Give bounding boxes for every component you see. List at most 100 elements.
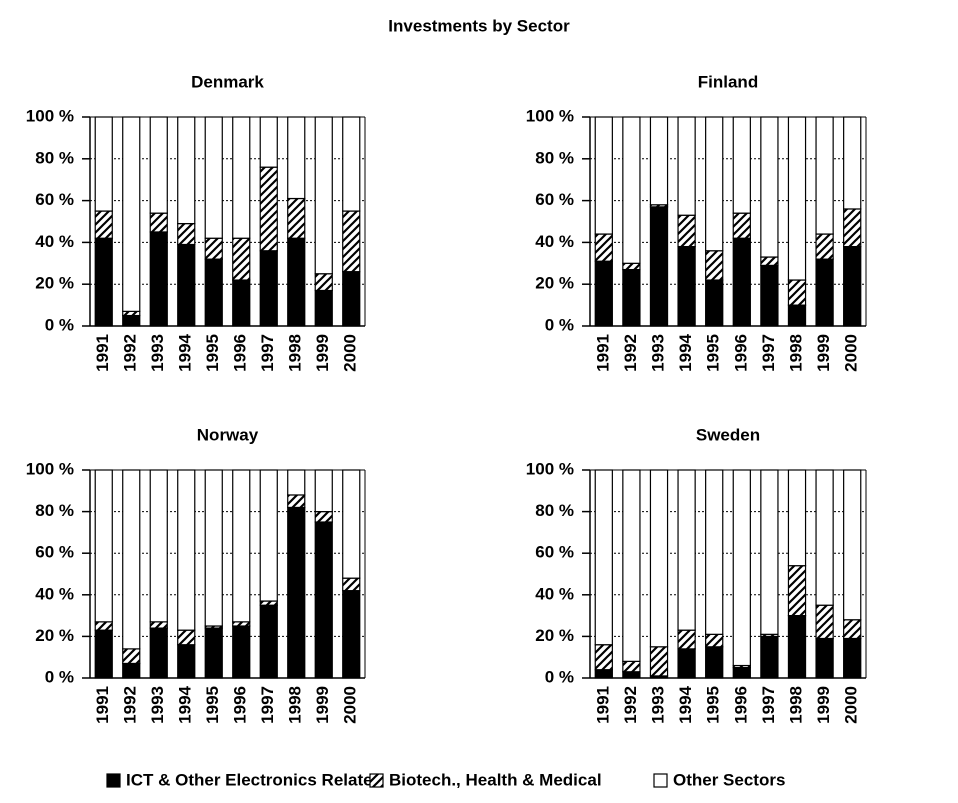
bar-segment [677, 648, 696, 679]
bar-segment [287, 237, 306, 327]
bar-segment [94, 629, 113, 679]
bar-segment [122, 662, 141, 679]
y-tick-label: 0 % [45, 315, 74, 334]
bar-segment [815, 604, 834, 640]
bar-segment [342, 590, 361, 679]
y-tick-label: 80 % [35, 148, 74, 167]
bar-segment [314, 511, 333, 523]
legend-label: Other Sectors [673, 770, 785, 789]
bar-segment [177, 116, 196, 225]
bar-segment [259, 604, 278, 679]
x-tick-label: 1991 [593, 686, 612, 724]
bar-segment [705, 646, 724, 679]
y-tick-label: 40 % [535, 584, 574, 603]
y-tick-label: 100 % [26, 459, 74, 478]
y-tick-label: 20 % [535, 274, 574, 293]
bar-segment [649, 206, 669, 327]
bar-segment [594, 469, 613, 646]
subplot-title: Finland [698, 72, 758, 91]
y-tick-label: 0 % [545, 667, 574, 686]
bar-segment [232, 469, 251, 623]
bar-segment [843, 637, 862, 679]
x-tick-label: 1993 [648, 334, 667, 372]
bar-segment [342, 469, 361, 579]
bar-segment [314, 289, 333, 327]
x-tick-label: 1998 [286, 686, 305, 724]
x-tick-label: 1992 [121, 686, 140, 724]
y-tick-label: 0 % [545, 315, 574, 334]
bar-segment [259, 250, 278, 327]
y-tick-label: 80 % [535, 148, 574, 167]
bar-segment [594, 116, 613, 235]
x-tick-label: 2000 [842, 334, 861, 372]
x-tick-label: 2000 [842, 686, 861, 724]
x-tick-label: 1992 [121, 334, 140, 372]
y-tick-label: 100 % [526, 106, 574, 125]
bar-segment [705, 469, 724, 635]
bar-segment [149, 116, 168, 214]
bar-segment [787, 565, 807, 617]
bar-segment [122, 310, 141, 317]
bar-segment [622, 660, 641, 673]
bar-segment [677, 245, 696, 327]
bar-segment [649, 469, 669, 648]
bar-segment [732, 237, 751, 327]
bar-segment [677, 629, 696, 650]
x-tick-label: 1994 [676, 333, 695, 371]
bar-segment [760, 469, 779, 635]
bar-segment [232, 621, 251, 627]
bar-segment [122, 116, 141, 312]
bar-segment [232, 237, 251, 281]
bar-segment [149, 627, 168, 679]
bar-segment [705, 116, 724, 252]
bar-segment [705, 250, 724, 281]
x-tick-label: 1994 [176, 333, 195, 371]
bar-segment [342, 577, 361, 592]
bar-segment [149, 231, 168, 327]
x-tick-label: 1998 [786, 334, 805, 372]
x-tick-label: 1991 [593, 334, 612, 372]
bar-segment [732, 212, 751, 239]
bar-segment [94, 210, 113, 239]
bar-segment [815, 258, 834, 327]
bar-segment [705, 633, 724, 648]
bar-segment [760, 635, 779, 679]
bar-segment [232, 116, 251, 239]
bar-segment [287, 494, 306, 509]
x-tick-label: 1993 [148, 686, 167, 724]
bar-segment [177, 243, 196, 327]
bar-segment [122, 314, 141, 327]
bar-segment [342, 116, 361, 212]
y-tick-label: 20 % [35, 626, 74, 645]
bar-segment [259, 469, 278, 602]
x-tick-label: 1997 [759, 686, 778, 724]
x-tick-label: 1995 [203, 334, 222, 372]
chart-title: Investments by Sector [388, 16, 570, 35]
x-tick-label: 1993 [148, 334, 167, 372]
y-tick-label: 40 % [35, 584, 74, 603]
bar-segment [149, 469, 168, 623]
legend-swatch [653, 773, 668, 788]
bar-segment [622, 469, 641, 662]
bar-segment [149, 212, 168, 233]
bar-segment [677, 214, 696, 248]
x-tick-label: 1997 [258, 334, 277, 372]
y-tick-label: 80 % [35, 501, 74, 520]
legend-swatch [106, 773, 121, 788]
bar-segment [843, 245, 862, 327]
y-tick-label: 40 % [35, 232, 74, 251]
x-tick-label: 1996 [231, 686, 250, 724]
bar-segment [204, 627, 223, 679]
bar-segment [287, 116, 306, 200]
bar-segment [732, 666, 751, 679]
y-tick-label: 60 % [35, 543, 74, 562]
x-tick-label: 1999 [313, 686, 332, 724]
bar-segment [594, 669, 613, 679]
subplot-title: Sweden [696, 425, 760, 444]
bar-segment [787, 614, 807, 679]
bar-segment [787, 116, 807, 281]
bar-segment [232, 625, 251, 679]
bar-segment [677, 116, 696, 216]
x-tick-label: 1999 [313, 334, 332, 372]
